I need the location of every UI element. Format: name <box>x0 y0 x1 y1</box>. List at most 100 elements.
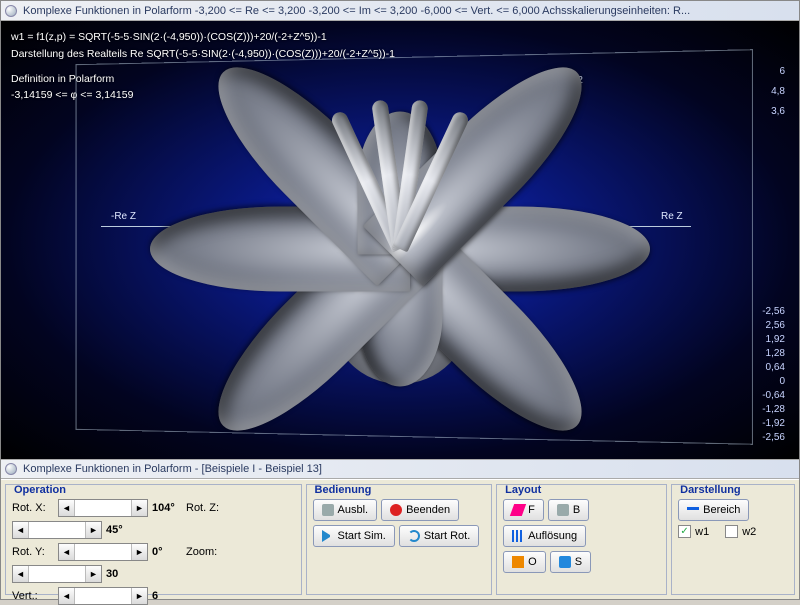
resolution-icon <box>512 530 524 542</box>
rotz-track[interactable] <box>29 522 85 538</box>
roty-label: Rot. Y: <box>12 546 54 558</box>
aufloesung-button[interactable]: Auflösung <box>503 525 586 547</box>
rotz-dec[interactable]: ◄ <box>13 522 29 538</box>
layout-b-button[interactable]: B <box>548 499 589 521</box>
axis-neg-re-line <box>101 226 211 227</box>
w1-checkbox[interactable]: ✓ <box>678 525 691 538</box>
br-4: 0,64 <box>766 361 785 374</box>
b-icon <box>557 504 569 516</box>
group-bedienung: Bedienung Ausbl. Beenden Start Sim. Star… <box>306 484 493 595</box>
w2-checkbox[interactable] <box>725 525 738 538</box>
group-darstellung: Darstellung Bereich ✓ w1 w2 <box>671 484 795 595</box>
br-7: -1,28 <box>762 403 785 416</box>
layout-s-label: S <box>575 556 582 568</box>
example-icon <box>5 463 17 475</box>
formula-line-2: Darstellung des Realteils Re SQRT(-5-5·S… <box>11 46 395 63</box>
range-icon <box>687 507 699 519</box>
w1-label: w1 <box>695 526 709 538</box>
rotx-spinner[interactable]: ◄ ► <box>58 499 148 517</box>
rotx-dec[interactable]: ◄ <box>59 500 75 516</box>
beenden-button[interactable]: Beenden <box>381 499 459 521</box>
group-layout: Layout F B Auflösung O S <box>496 484 667 595</box>
s-icon <box>559 556 571 568</box>
bereich-button[interactable]: Bereich <box>678 499 749 521</box>
zoom-track[interactable] <box>29 566 85 582</box>
example-title: Komplexe Funktionen in Polarform - [Beis… <box>23 463 322 475</box>
br-6: -0,64 <box>762 389 785 402</box>
vtick-top-1: 4,8 <box>771 85 785 98</box>
htick-1: -1,2 <box>196 229 213 240</box>
zoom-label: Zoom: <box>186 546 228 558</box>
label-neg-re: -Re Z <box>111 211 136 222</box>
roty-dec[interactable]: ◄ <box>59 544 75 560</box>
br-2: 1,92 <box>766 333 785 346</box>
surface-plot <box>140 99 660 399</box>
vtick-left-small: 3,2 <box>569 75 583 86</box>
startsim-label: Start Sim. <box>338 530 386 542</box>
rotx-label: Rot. X: <box>12 502 54 514</box>
zoom-spinner[interactable]: ◄ ► <box>12 565 102 583</box>
axis-pos-re-line <box>561 226 691 227</box>
start-sim-button[interactable]: Start Sim. <box>313 525 395 547</box>
roty-track[interactable] <box>75 544 131 560</box>
br-8: -1,92 <box>762 417 785 430</box>
play-icon <box>322 530 334 542</box>
rotz-inc[interactable]: ► <box>85 522 101 538</box>
vert-spinner[interactable]: ◄ ► <box>58 587 148 605</box>
legend-layout: Layout <box>503 484 543 496</box>
start-rot-button[interactable]: Start Rot. <box>399 525 479 547</box>
bereich-label: Bereich <box>703 504 740 516</box>
rotate-icon <box>408 530 420 542</box>
legend-operation: Operation <box>12 484 68 496</box>
hide-icon <box>322 504 334 516</box>
vert-track[interactable] <box>75 588 131 604</box>
br-5: 0 <box>779 375 785 388</box>
definition-line: Definition in Polarform <box>11 71 395 88</box>
rotx-value: 104° <box>152 502 182 514</box>
ausbl-button[interactable]: Ausbl. <box>313 499 378 521</box>
aufl-label: Auflösung <box>528 530 577 542</box>
rotz-value: 45° <box>106 524 136 536</box>
ausbl-label: Ausbl. <box>338 504 369 516</box>
roty-spinner[interactable]: ◄ ► <box>58 543 148 561</box>
layout-f-button[interactable]: F <box>503 499 544 521</box>
htick-3: -1,2 <box>601 229 618 240</box>
br-1: 2,56 <box>766 319 785 332</box>
layout-o-label: O <box>528 556 537 568</box>
layout-b-label: B <box>573 504 580 516</box>
rotx-track[interactable] <box>75 500 131 516</box>
label-neg-im: -Im Z <box>421 261 444 272</box>
vert-inc[interactable]: ► <box>131 588 147 604</box>
rotx-inc[interactable]: ► <box>131 500 147 516</box>
vert-value: 6 <box>152 590 182 602</box>
htick-0: -1,2 <box>161 229 178 240</box>
visualization-viewport[interactable]: w1 = f1(z,p) = SQRT(-5-5·SIN(2·(-4,950))… <box>1 21 799 459</box>
layout-o-button[interactable]: O <box>503 551 546 573</box>
htick-2: -1,2 <box>566 229 583 240</box>
br-3: 1,28 <box>766 347 785 360</box>
eraser-icon <box>510 504 526 516</box>
vert-dec[interactable]: ◄ <box>59 588 75 604</box>
zoom-inc[interactable]: ► <box>85 566 101 582</box>
roty-inc[interactable]: ► <box>131 544 147 560</box>
legend-bedienung: Bedienung <box>313 484 374 496</box>
layout-s-button[interactable]: S <box>550 551 591 573</box>
formula-line-1: w1 = f1(z,p) = SQRT(-5-5·SIN(2·(-4,950))… <box>11 29 395 46</box>
startrot-label: Start Rot. <box>424 530 470 542</box>
window-titlebar: Komplexe Funktionen in Polarform -3,200 … <box>1 1 799 21</box>
group-operation: Operation Rot. X: ◄ ► 104° Rot. Z: ◄ ► 4… <box>5 484 302 595</box>
br-0: -2,56 <box>762 305 785 318</box>
br-9: -2,56 <box>762 431 785 444</box>
label-pos-re: Re Z <box>661 211 683 222</box>
vert-label: Vert.: <box>12 590 54 602</box>
rotz-spinner[interactable]: ◄ ► <box>12 521 102 539</box>
zoom-dec[interactable]: ◄ <box>13 566 29 582</box>
rotz-label: Rot. Z: <box>186 502 228 514</box>
zoom-value: 30 <box>106 568 136 580</box>
beenden-label: Beenden <box>406 504 450 516</box>
example-titlebar: Komplexe Funktionen in Polarform - [Beis… <box>1 459 799 479</box>
window-title: Komplexe Funktionen in Polarform -3,200 … <box>23 5 690 17</box>
close-icon <box>390 504 402 516</box>
phi-range-line: -3,14159 <= φ <= 3,14159 <box>11 87 395 104</box>
vtick-top-2: 3,6 <box>771 105 785 118</box>
